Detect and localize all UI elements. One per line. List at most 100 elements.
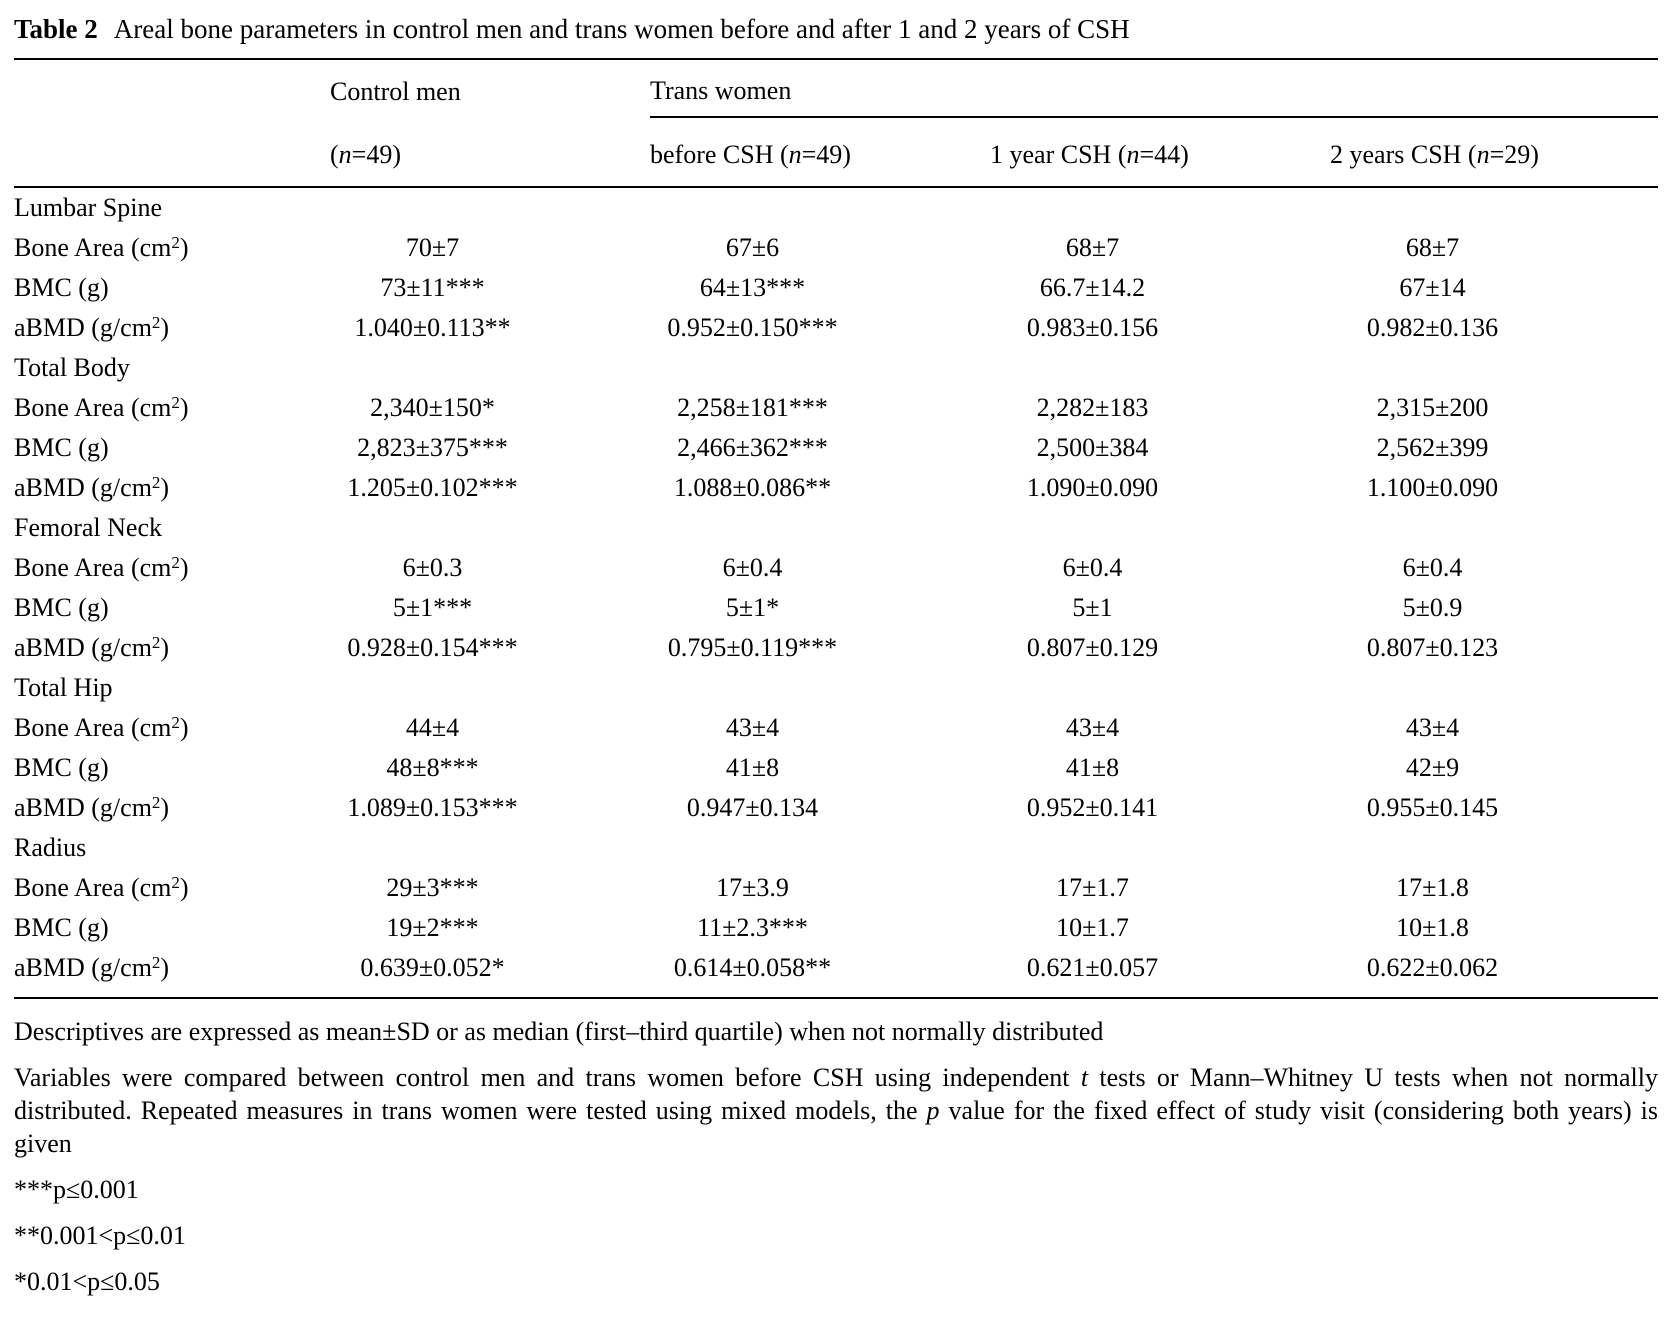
table-cell: 10±1.8 — [1396, 913, 1469, 942]
table-cell: 6±0.4 — [1402, 553, 1463, 582]
row-label-bone-area: Bone Area (cm2) — [14, 713, 189, 742]
table-row: BMC (g) 5±1*** 5±1* 5±1 5±0.9 — [14, 588, 1658, 628]
header-spacer — [14, 59, 330, 117]
table-row: Bone Area (cm2) 29±3*** 17±3.9 17±1.7 17… — [14, 868, 1658, 908]
footnote-italic-p: p — [926, 1096, 940, 1125]
table-row: aBMD (g/cm2) 0.928±0.154*** 0.795±0.119*… — [14, 628, 1658, 668]
section-header-total-body: Total Body — [14, 353, 130, 382]
table-cell: 11±2.3*** — [697, 913, 808, 942]
table-cell: 5±1 — [1072, 593, 1113, 622]
bone-parameters-table: Control men Trans women (n=49) before CS… — [14, 58, 1658, 999]
footnote-methods-text: value for the fixed effect of study visi… — [14, 1096, 1659, 1158]
section-header-radius: Radius — [14, 833, 87, 862]
table-cell: 43±4 — [725, 713, 780, 742]
section-row-total-body: Total Body — [14, 348, 1658, 388]
table-cell: 42±9 — [1405, 753, 1460, 782]
footnote-italic-t: t — [1080, 1063, 1089, 1092]
table-cell: 2,466±362*** — [677, 433, 828, 462]
table-row: Bone Area (cm2) 2,340±150* 2,258±181*** … — [14, 388, 1658, 428]
table-cell: 0.807±0.123 — [1366, 633, 1499, 662]
table-header: Control men Trans women (n=49) before CS… — [14, 59, 1658, 188]
table-caption-label: Table 2 — [14, 14, 98, 44]
section-row-femoral-neck: Femoral Neck — [14, 508, 1658, 548]
footnote-methods: Variables were compared between control … — [14, 1061, 1658, 1160]
header-sub-row: (n=49) before CSH (n=49) 1 year CSH (n=4… — [14, 117, 1658, 188]
table-cell: 1.100±0.090 — [1366, 473, 1499, 502]
table-cell: 1.205±0.102*** — [347, 473, 518, 502]
col-header-control-n: (n=49) — [330, 117, 650, 188]
header-group-row: Control men Trans women — [14, 59, 1658, 118]
footnote-sig-001: ***p≤0.001 — [14, 1175, 139, 1204]
section-header-femoral-neck: Femoral Neck — [14, 513, 163, 542]
table-cell: 0.622±0.062 — [1330, 948, 1658, 999]
table-row: aBMD (g/cm2) 1.205±0.102*** 1.088±0.086*… — [14, 468, 1658, 508]
table-cell: 10±1.7 — [1056, 913, 1129, 942]
table-cell: 6±0.4 — [1062, 553, 1123, 582]
table-cell: 44±4 — [405, 713, 460, 742]
table-cell: 0.952±0.141 — [1026, 793, 1159, 822]
table-cell: 41±8 — [1065, 753, 1120, 782]
header-spacer — [14, 117, 330, 188]
table-cell: 48±8*** — [386, 753, 479, 782]
table-row: aBMD (g/cm2) 0.639±0.052* 0.614±0.058** … — [14, 948, 1658, 999]
table-row: BMC (g) 48±8*** 41±8 41±8 42±9 — [14, 748, 1658, 788]
table-cell: 43±4 — [1405, 713, 1460, 742]
table-cell: 19±2*** — [386, 913, 479, 942]
table-cell: 1.090±0.090 — [1026, 473, 1159, 502]
table-cell: 68±7 — [1405, 233, 1460, 262]
table-caption-text: Areal bone parameters in control men and… — [113, 14, 1130, 44]
col-header-control-men: Control men — [330, 77, 461, 106]
table-cell: 2,315±200 — [1376, 393, 1489, 422]
table-cell: 66.7±14.2 — [1039, 273, 1146, 302]
table-cell: 5±1*** — [392, 593, 473, 622]
table-cell: 29±3*** — [386, 873, 479, 902]
footnote-descriptives: Descriptives are expressed as mean±SD or… — [14, 1017, 1104, 1046]
table-body: Lumbar Spine Bone Area (cm2) 70±7 67±6 6… — [14, 187, 1658, 999]
table-cell: 17±1.8 — [1396, 873, 1469, 902]
table-cell: 6±0.4 — [722, 553, 783, 582]
table-cell: 0.614±0.058** — [650, 948, 990, 999]
footnote-methods-text: Variables were compared between control … — [14, 1063, 1081, 1092]
section-header-total-hip: Total Hip — [14, 673, 113, 702]
table-row: Bone Area (cm2) 70±7 67±6 68±7 68±7 — [14, 228, 1658, 268]
table-cell: 0.947±0.134 — [686, 793, 819, 822]
section-row-total-hip: Total Hip — [14, 668, 1658, 708]
table-cell: 6±0.3 — [402, 553, 463, 582]
table-row: BMC (g) 2,823±375*** 2,466±362*** 2,500±… — [14, 428, 1658, 468]
table-cell: 64±13*** — [699, 273, 806, 302]
table-caption: Table 2 Areal bone parameters in control … — [14, 12, 1658, 46]
footnotes: Descriptives are expressed as mean±SD or… — [14, 1015, 1658, 1298]
table-cell: 67±6 — [725, 233, 780, 262]
row-label-bone-area: Bone Area (cm2) — [14, 553, 189, 582]
table-row: aBMD (g/cm2) 1.089±0.153*** 0.947±0.134 … — [14, 788, 1658, 828]
table-cell: 2,258±181*** — [677, 393, 828, 422]
col-header-trans-women: Trans women — [650, 59, 1658, 118]
row-label-bmc: BMC (g) — [14, 753, 109, 782]
table-cell: 70±7 — [405, 233, 460, 262]
table-cell: 0.952±0.150*** — [667, 313, 838, 342]
section-header-lumbar-spine: Lumbar Spine — [14, 193, 163, 222]
table-cell: 0.928±0.154*** — [347, 633, 518, 662]
table-cell: 2,282±183 — [1036, 393, 1149, 422]
row-label-abmd: aBMD (g/cm2) — [14, 313, 170, 342]
table-cell: 43±4 — [1065, 713, 1120, 742]
table-cell: 1.040±0.113** — [354, 313, 511, 342]
table-cell: 67±14 — [1399, 273, 1466, 302]
row-label-bone-area: Bone Area (cm2) — [14, 873, 189, 902]
section-row-lumbar-spine: Lumbar Spine — [14, 187, 1658, 228]
footnote-sig-05: *0.01<p≤0.05 — [14, 1267, 160, 1296]
table-cell: 0.621±0.057 — [990, 948, 1330, 999]
row-label-bmc: BMC (g) — [14, 273, 109, 302]
row-label-abmd: aBMD (g/cm2) — [14, 793, 170, 822]
table-cell: 2,823±375*** — [357, 433, 508, 462]
table-row: Bone Area (cm2) 44±4 43±4 43±4 43±4 — [14, 708, 1658, 748]
table-cell: 5±1* — [725, 593, 780, 622]
table-row: aBMD (g/cm2) 1.040±0.113** 0.952±0.150**… — [14, 308, 1658, 348]
row-label-abmd: aBMD (g/cm2) — [14, 633, 170, 662]
table-cell: 0.982±0.136 — [1366, 313, 1499, 342]
table-cell: 17±1.7 — [1056, 873, 1129, 902]
table-cell: 0.807±0.129 — [1026, 633, 1159, 662]
row-label-bone-area: Bone Area (cm2) — [14, 393, 189, 422]
table-cell: 5±0.9 — [1402, 593, 1463, 622]
